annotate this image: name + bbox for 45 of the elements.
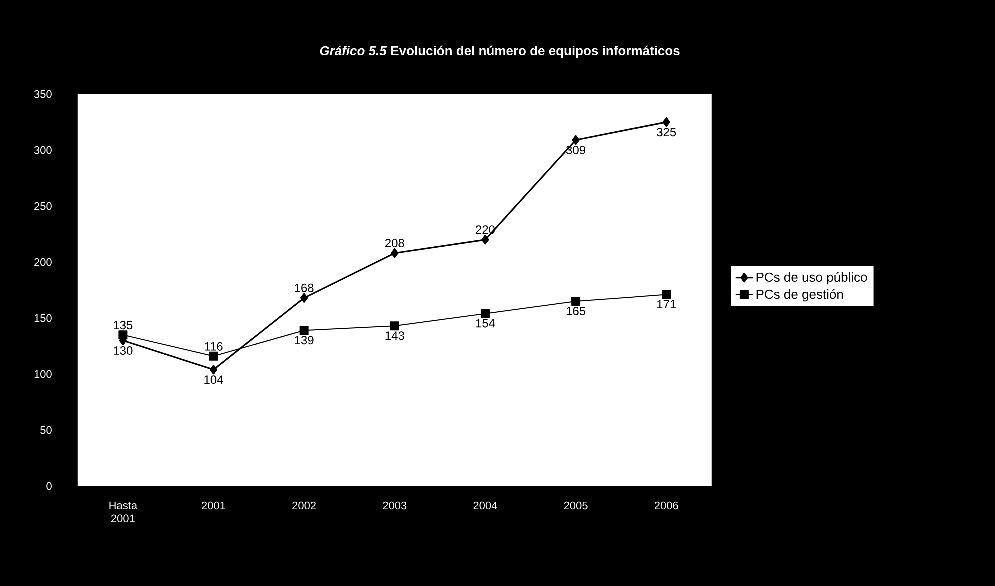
data-label: 139 bbox=[295, 336, 314, 345]
point bbox=[572, 297, 581, 306]
data-label: 220 bbox=[476, 226, 496, 234]
point bbox=[118, 330, 128, 340]
y-tick-label: 50 bbox=[40, 426, 52, 434]
data-label: 130 bbox=[114, 346, 133, 356]
data-label: 309 bbox=[566, 146, 586, 155]
legend-label: PCs de uso público bbox=[756, 272, 868, 285]
y-tick-label: 100 bbox=[34, 370, 52, 378]
y-tick-label: 0 bbox=[46, 482, 52, 490]
point bbox=[662, 118, 670, 128]
point bbox=[482, 235, 490, 245]
legend-label: PCs de gestión bbox=[756, 289, 844, 302]
point bbox=[391, 248, 399, 258]
data-label: 171 bbox=[658, 300, 676, 309]
x-tick-label: 2001 bbox=[202, 502, 226, 510]
x-tick-label: 2003 bbox=[383, 502, 407, 510]
data-label: 143 bbox=[386, 332, 404, 340]
x-tick-label: 2004 bbox=[474, 502, 498, 510]
y-tick-label: 350 bbox=[34, 90, 52, 98]
x-tick-label: 2002 bbox=[292, 502, 316, 510]
data-label: 135 bbox=[114, 321, 133, 330]
point bbox=[300, 326, 309, 336]
data-label: 116 bbox=[205, 342, 223, 351]
data-label: 168 bbox=[295, 284, 314, 292]
x-tick-label: Hasta 2001 bbox=[110, 502, 138, 523]
point bbox=[662, 290, 672, 300]
y-tick-label: 150 bbox=[34, 314, 52, 322]
point bbox=[572, 135, 580, 146]
point bbox=[209, 352, 218, 361]
x-tick-label: 2005 bbox=[564, 502, 588, 510]
y-tick-label: 250 bbox=[34, 202, 52, 210]
chart-title: Gráfico 5.5 Evolución del número de equipos informáticos bbox=[320, 46, 680, 58]
data-label: 325 bbox=[657, 128, 676, 137]
data-label: 208 bbox=[385, 239, 404, 248]
data-label: 104 bbox=[204, 376, 224, 384]
point bbox=[480, 309, 490, 318]
y-tick-label: 300 bbox=[34, 146, 52, 154]
point bbox=[210, 365, 218, 375]
data-label: 154 bbox=[476, 319, 496, 328]
point bbox=[390, 322, 400, 331]
data-label: 165 bbox=[566, 307, 586, 316]
x-tick-label: 2006 bbox=[654, 502, 678, 510]
point bbox=[300, 293, 308, 303]
y-tick-label: 200 bbox=[34, 258, 52, 266]
